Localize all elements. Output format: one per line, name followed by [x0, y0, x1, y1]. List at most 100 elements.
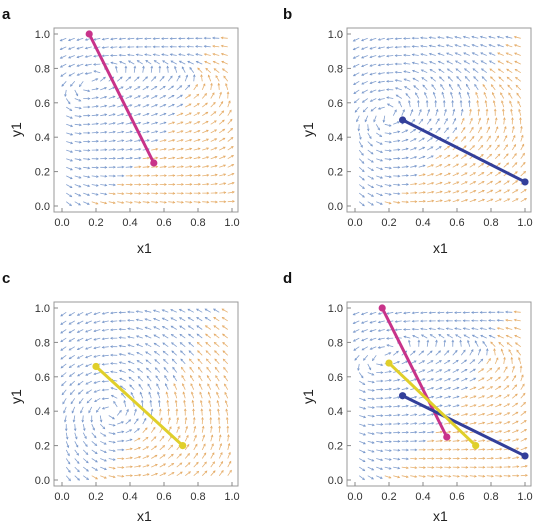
- stream-arrowhead: [138, 201, 142, 204]
- stream-arrowhead: [70, 167, 73, 171]
- stream-arrow: [219, 182, 226, 185]
- stream-arrowhead: [520, 134, 524, 138]
- stream-arrow: [403, 320, 411, 322]
- x-axis-label: x1: [433, 240, 448, 256]
- stream-arrowhead: [96, 139, 99, 143]
- stream-arrowhead: [93, 329, 97, 333]
- stream-arrow: [151, 86, 157, 91]
- stream-arrow: [68, 46, 75, 50]
- stream-arrowhead: [136, 351, 140, 355]
- stream-arrow: [125, 201, 133, 204]
- stream-arrow: [361, 72, 368, 76]
- stream-arrow: [91, 475, 98, 480]
- stream-arrow: [512, 438, 519, 442]
- stream-arrowhead: [361, 55, 364, 59]
- stream-arrowhead: [504, 366, 508, 370]
- stream-arrow: [224, 383, 229, 390]
- stream-arrowhead: [226, 91, 230, 95]
- stream-arrowhead: [102, 426, 106, 430]
- stream-arrowhead: [500, 348, 504, 352]
- stream-arrow: [444, 369, 451, 373]
- stream-arrowhead: [143, 417, 147, 421]
- stream-arrow: [102, 346, 109, 348]
- stream-arrow: [202, 129, 209, 134]
- stream-arrow: [367, 175, 374, 180]
- stream-arrow: [450, 92, 454, 99]
- stream-arrowhead: [93, 355, 97, 358]
- stream-arrow: [121, 393, 127, 399]
- stream-arrowhead: [431, 475, 435, 478]
- stream-arrow: [117, 157, 124, 160]
- stream-arrow: [168, 121, 175, 125]
- stream-arrow: [393, 475, 400, 478]
- stream-arrow: [478, 413, 485, 416]
- stream-arrow: [486, 180, 493, 185]
- stream-arrowhead: [95, 184, 99, 187]
- stream-arrow: [139, 392, 144, 399]
- stream-arrowhead: [514, 68, 518, 72]
- stream-arrowhead: [361, 82, 365, 85]
- stream-arrow: [486, 189, 493, 194]
- stream-arrowhead: [212, 36, 215, 40]
- stream-arrow: [429, 37, 436, 39]
- stream-arrowhead: [60, 374, 64, 378]
- stream-arrow: [69, 372, 75, 377]
- stream-arrow: [193, 426, 196, 433]
- stream-arrow: [514, 52, 521, 56]
- stream-arrowhead: [454, 319, 457, 323]
- stream-arrow: [441, 92, 445, 99]
- stream-arrow: [418, 350, 424, 356]
- stream-arrow: [125, 139, 133, 142]
- stream-arrowhead: [135, 310, 139, 313]
- stream-arrowhead: [513, 35, 517, 39]
- stream-arrowhead: [463, 334, 467, 337]
- stream-arrowhead: [78, 202, 82, 206]
- stream-arrowhead: [403, 78, 407, 81]
- stream-arrowhead: [195, 308, 199, 312]
- stream-arrow: [144, 54, 152, 56]
- stream-arrow: [520, 171, 526, 177]
- stream-arrow: [163, 367, 169, 373]
- stream-arrowhead: [388, 458, 392, 461]
- stream-arrow: [359, 397, 366, 401]
- stream-arrow: [444, 396, 451, 399]
- stream-arrowhead: [522, 161, 526, 165]
- stream-arrow: [167, 75, 173, 82]
- stream-arrowhead: [462, 311, 466, 314]
- stream-arrowhead: [77, 469, 80, 473]
- stream-arrow: [197, 342, 203, 348]
- stream-arrowhead: [186, 37, 190, 40]
- stream-arrowhead: [197, 112, 201, 115]
- stream-arrowhead: [130, 192, 133, 195]
- stream-arrow: [403, 70, 411, 74]
- stream-arrowhead: [213, 111, 217, 114]
- stream-arrowhead: [386, 312, 390, 315]
- stream-arrow: [429, 69, 436, 74]
- stream-arrow: [168, 130, 175, 134]
- stream-arrowhead: [138, 192, 142, 195]
- stream-arrow: [201, 408, 203, 416]
- stream-arrowhead: [85, 460, 89, 464]
- stream-arrowhead: [197, 138, 201, 142]
- stream-arrowhead: [130, 156, 133, 160]
- stream-arrowhead: [130, 165, 133, 169]
- stream-arrow: [159, 104, 166, 108]
- stream-arrowhead: [87, 122, 91, 126]
- stream-arrowhead: [369, 312, 373, 316]
- stream-arrowhead: [104, 166, 108, 169]
- stream-arrowhead: [146, 121, 150, 125]
- stream-arrowhead: [516, 438, 520, 442]
- stream-arrowhead: [155, 156, 159, 160]
- stream-arrowhead: [187, 317, 191, 320]
- stream-arrowhead: [437, 52, 441, 56]
- stream-arrowhead: [414, 422, 418, 425]
- stream-arrowhead: [69, 392, 73, 396]
- stream-arrow: [227, 146, 234, 151]
- stream-arrowhead: [505, 144, 508, 148]
- stream-arrowhead: [195, 53, 199, 56]
- stream-arrow: [370, 89, 377, 93]
- stream-arrowhead: [182, 391, 186, 395]
- stream-arrowhead: [147, 383, 151, 387]
- stream-arrowhead: [85, 321, 88, 324]
- stream-arrowhead: [78, 99, 82, 102]
